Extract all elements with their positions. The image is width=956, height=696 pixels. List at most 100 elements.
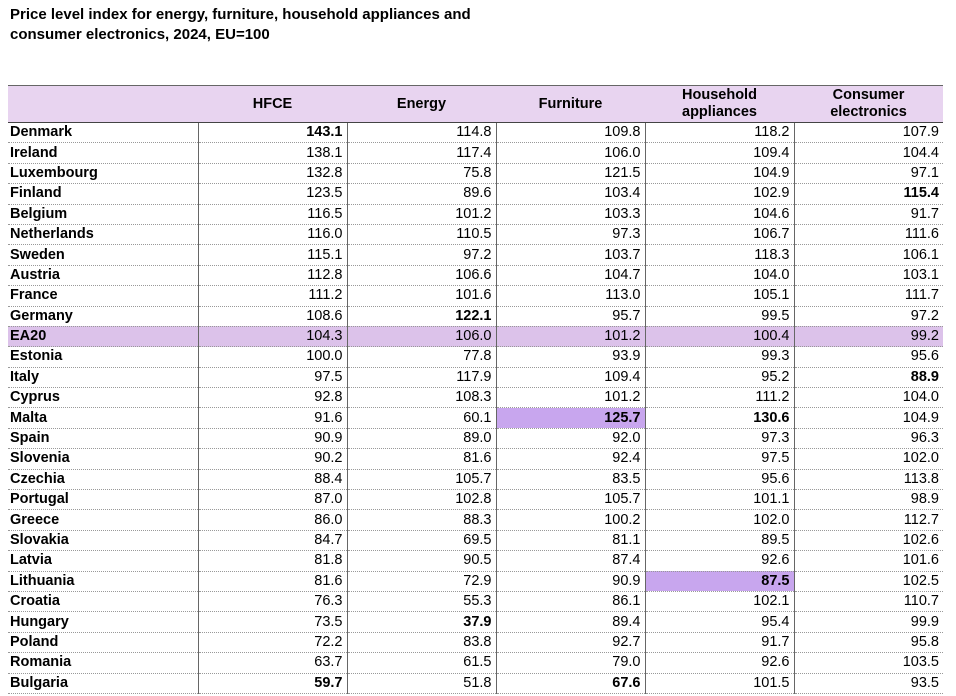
value-cell: 132.8 bbox=[197, 163, 347, 185]
value-cell: 104.9 bbox=[644, 163, 794, 185]
value-cell: 95.6 bbox=[644, 469, 794, 491]
value-cell: 67.6 bbox=[495, 673, 645, 694]
row-label: Czechia bbox=[8, 469, 198, 491]
value-cell: 111.2 bbox=[197, 285, 347, 307]
data-table: HFCE Energy Furniture Household appliances C… bbox=[8, 85, 943, 694]
value-cell: 138.1 bbox=[197, 142, 347, 164]
value-cell: 107.9 bbox=[793, 122, 943, 144]
table-row: Austria 112.8 106.6 104.7 104.0 103.1 bbox=[8, 265, 943, 287]
value-cell: 109.4 bbox=[495, 367, 645, 389]
value-cell: 90.9 bbox=[197, 428, 347, 450]
corner-cell bbox=[8, 85, 198, 123]
row-label: Finland bbox=[8, 183, 198, 205]
value-cell: 102.9 bbox=[644, 183, 794, 205]
table-row: Romania 63.7 61.5 79.0 92.6 103.5 bbox=[8, 652, 943, 674]
value-cell: 55.3 bbox=[346, 591, 496, 613]
value-cell: 103.3 bbox=[495, 204, 645, 225]
value-cell: 87.0 bbox=[197, 489, 347, 511]
table-row: Hungary 73.5 37.9 89.4 95.4 99.9 bbox=[8, 611, 943, 633]
value-cell: 108.3 bbox=[346, 387, 496, 409]
row-label: Denmark bbox=[8, 122, 198, 144]
value-cell: 111.7 bbox=[793, 285, 943, 307]
header-row: HFCE Energy Furniture Household appliances C… bbox=[8, 85, 943, 123]
value-cell: 77.8 bbox=[346, 346, 496, 368]
value-cell: 95.4 bbox=[644, 611, 794, 633]
value-cell: 89.6 bbox=[346, 183, 496, 205]
value-cell: 115.4 bbox=[793, 183, 943, 205]
value-cell: 86.0 bbox=[197, 509, 347, 531]
row-label: Greece bbox=[8, 509, 198, 531]
value-cell: 92.8 bbox=[197, 387, 347, 409]
value-cell: 105.7 bbox=[346, 469, 496, 491]
table-row: Lithuania 81.6 72.9 90.9 87.5 102.5 bbox=[8, 571, 943, 592]
value-cell: 97.3 bbox=[495, 224, 645, 246]
value-cell: 104.9 bbox=[793, 407, 943, 429]
table-row: France 111.2 101.6 113.0 105.1 111.7 bbox=[8, 285, 943, 307]
value-cell: 116.5 bbox=[197, 204, 347, 225]
value-cell: 99.2 bbox=[793, 326, 943, 348]
value-cell: 101.6 bbox=[793, 550, 943, 572]
table-row: Netherlands 116.0 110.5 97.3 106.7 111.6 bbox=[8, 224, 943, 246]
value-cell: 106.6 bbox=[346, 265, 496, 287]
value-cell: 104.4 bbox=[793, 142, 943, 164]
column-header: Energy bbox=[347, 85, 496, 123]
title: Price level index for energy, furniture,… bbox=[10, 6, 471, 43]
value-cell: 89.5 bbox=[644, 530, 794, 552]
row-label: Italy bbox=[8, 367, 198, 389]
value-cell: 92.0 bbox=[495, 428, 645, 450]
value-cell: 101.2 bbox=[346, 204, 496, 225]
row-label: Bulgaria bbox=[8, 673, 198, 694]
value-cell: 76.3 bbox=[197, 591, 347, 613]
column-header: Household appliances bbox=[645, 85, 794, 123]
value-cell: 113.8 bbox=[793, 469, 943, 491]
value-cell: 83.8 bbox=[346, 632, 496, 654]
value-cell: 91.7 bbox=[793, 204, 943, 225]
value-cell: 95.7 bbox=[495, 306, 645, 327]
value-cell: 117.4 bbox=[346, 142, 496, 164]
value-cell: 102.0 bbox=[793, 448, 943, 470]
value-cell: 95.6 bbox=[793, 346, 943, 368]
value-cell: 93.5 bbox=[793, 673, 943, 694]
table-row: Spain 90.9 89.0 92.0 97.3 96.3 bbox=[8, 428, 943, 450]
table-row: Malta 91.6 60.1 125.7 130.6 104.9 bbox=[8, 407, 943, 429]
value-cell: 81.1 bbox=[495, 530, 645, 552]
value-cell: 97.5 bbox=[197, 367, 347, 389]
row-label: Spain bbox=[8, 428, 198, 450]
row-label: France bbox=[8, 285, 198, 307]
value-cell: 125.7 bbox=[495, 407, 645, 429]
value-cell: 84.7 bbox=[197, 530, 347, 552]
table-row: Ireland 138.1 117.4 106.0 109.4 104.4 bbox=[8, 142, 943, 164]
column-header: Consumer electronics bbox=[794, 85, 943, 123]
value-cell: 100.4 bbox=[644, 326, 794, 348]
value-cell: 75.8 bbox=[346, 163, 496, 185]
value-cell: 59.7 bbox=[197, 673, 347, 694]
value-cell: 97.1 bbox=[793, 163, 943, 185]
value-cell: 121.5 bbox=[495, 163, 645, 185]
value-cell: 79.0 bbox=[495, 652, 645, 674]
row-label: Croatia bbox=[8, 591, 198, 613]
table-row: Belgium 116.5 101.2 103.3 104.6 91.7 bbox=[8, 204, 943, 225]
value-cell: 104.0 bbox=[793, 387, 943, 409]
value-cell: 111.6 bbox=[793, 224, 943, 246]
row-label: EA20 bbox=[8, 326, 198, 348]
value-cell: 90.5 bbox=[346, 550, 496, 572]
value-cell: 92.4 bbox=[495, 448, 645, 470]
value-cell: 109.8 bbox=[495, 122, 645, 144]
value-cell: 73.5 bbox=[197, 611, 347, 633]
value-cell: 63.7 bbox=[197, 652, 347, 674]
value-cell: 102.1 bbox=[644, 591, 794, 613]
value-cell: 101.1 bbox=[644, 489, 794, 511]
value-cell: 88.3 bbox=[346, 509, 496, 531]
row-label: Latvia bbox=[8, 550, 198, 572]
value-cell: 99.9 bbox=[793, 611, 943, 633]
value-cell: 118.3 bbox=[644, 244, 794, 266]
value-cell: 88.4 bbox=[197, 469, 347, 491]
row-label: Hungary bbox=[8, 611, 198, 633]
value-cell: 37.9 bbox=[346, 611, 496, 633]
value-cell: 123.5 bbox=[197, 183, 347, 205]
value-cell: 91.6 bbox=[197, 407, 347, 429]
value-cell: 87.4 bbox=[495, 550, 645, 572]
row-label: Germany bbox=[8, 306, 198, 327]
value-cell: 104.3 bbox=[197, 326, 347, 348]
